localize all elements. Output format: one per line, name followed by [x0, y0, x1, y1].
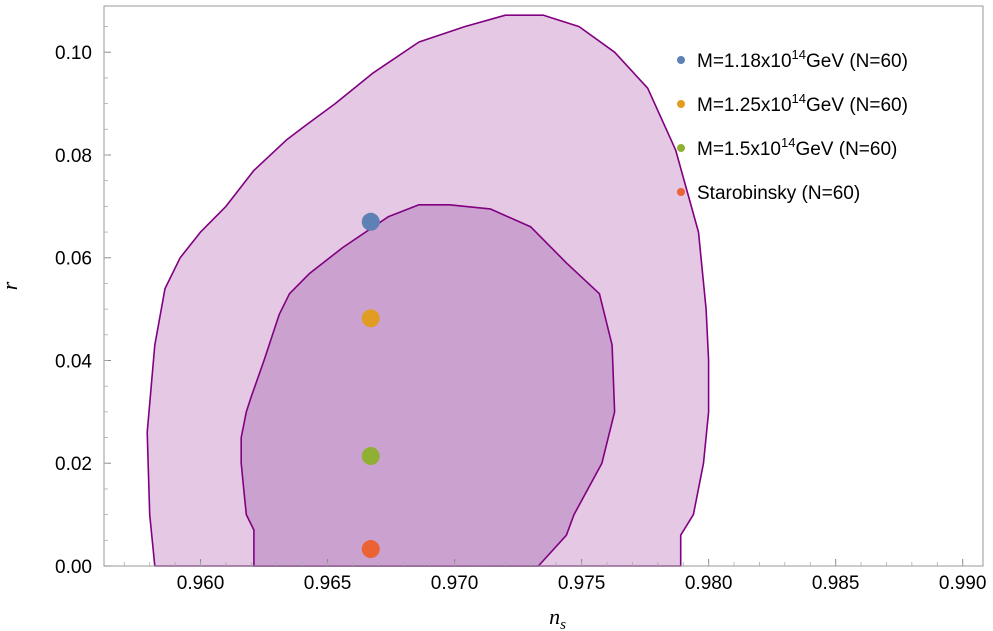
y-tick-label: 0.02 — [55, 454, 92, 475]
x-tick-label: 0.975 — [558, 573, 606, 594]
data-point — [361, 309, 380, 328]
data-point — [361, 447, 380, 466]
x-tick-label: 0.990 — [939, 573, 987, 594]
x-tick-label: 0.965 — [304, 573, 352, 594]
y-tick-label: 0.04 — [55, 351, 92, 372]
legend-entry: Starobinsky (N=60) — [697, 183, 860, 204]
point-layer — [361, 212, 380, 559]
x-tick-label: 0.970 — [431, 573, 479, 594]
y-tick-label: 0.10 — [55, 43, 92, 64]
legend: M=1.18x1014GeV (N=60) M=1.25x1014GeV (N=6… — [677, 47, 908, 204]
data-point — [361, 212, 380, 231]
y-tick-label: 0.08 — [55, 146, 92, 167]
legend-entry: M=1.5x1014GeV (N=60) — [697, 135, 897, 160]
legend-marker — [677, 144, 685, 152]
contour-inner — [240, 204, 616, 567]
data-point — [361, 540, 380, 559]
contour-layer — [146, 14, 710, 567]
x-tick-label: 0.985 — [812, 573, 860, 594]
tick-layer: 0.960 0.965 0.970 0.975 0.980 0.985 0.990 0.00 0… — [55, 26, 987, 594]
x-tick-label: 0.980 — [685, 573, 733, 594]
y-tick-label: 0.00 — [55, 557, 92, 578]
x-axis-label: ns — [549, 604, 566, 631]
y-tick-label: 0.06 — [55, 249, 92, 270]
legend-entry: M=1.18x1014GeV (N=60) — [697, 47, 908, 72]
x-tick-label: 0.960 — [177, 573, 225, 594]
legend-marker — [677, 100, 685, 108]
y-axis-label: r — [0, 281, 22, 290]
legend-marker — [677, 56, 685, 64]
legend-entry: M=1.25x1014GeV (N=60) — [697, 91, 908, 116]
plot-frame — [103, 5, 984, 567]
legend-marker — [677, 188, 685, 196]
